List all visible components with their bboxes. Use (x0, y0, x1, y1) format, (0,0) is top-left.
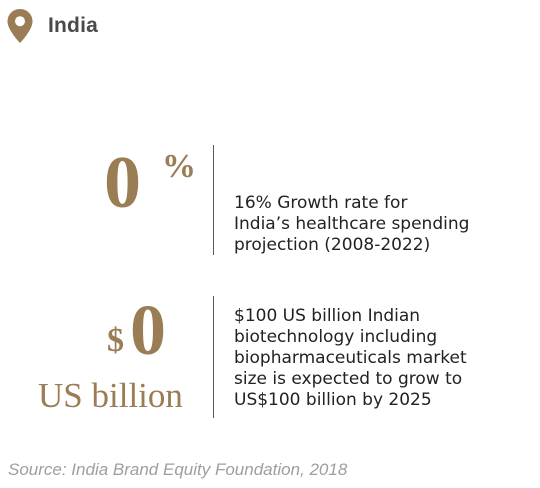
stat-unit: US billion (38, 376, 183, 415)
stat-growth-rate: 0 % 16% Growth rate for India’s healthca… (0, 140, 540, 260)
description-line: projection (2008-2022) (234, 235, 431, 255)
stat-description: $100 US billion Indian biotechnology inc… (234, 306, 467, 411)
stat-biotech-market: $ 0 US billion $100 US billion Indian bi… (0, 292, 540, 422)
currency-symbol: $ (107, 322, 124, 359)
description-line: biopharmaceuticals market (234, 348, 467, 368)
map-pin-icon (7, 9, 33, 43)
stat-description: 16% Growth rate for India’s healthcare s… (234, 193, 469, 256)
stat-value: 0 (130, 290, 166, 370)
description-line: $100 US billion Indian (234, 306, 421, 326)
description-line: 16% Growth rate for (234, 193, 408, 213)
description-line: size is expected to grow to (234, 369, 463, 389)
source-caption: Source: India Brand Equity Foundation, 2… (8, 460, 348, 479)
country-title: India (48, 14, 99, 37)
country-header: India (6, 8, 98, 44)
description-line: US$100 billion by 2025 (234, 390, 432, 410)
divider (213, 145, 214, 255)
stat-unit: % (162, 148, 196, 185)
divider (213, 296, 214, 418)
stat-value: 0 (104, 142, 141, 224)
description-line: biotechnology including (234, 327, 438, 347)
description-line: India’s healthcare spending (234, 214, 470, 234)
